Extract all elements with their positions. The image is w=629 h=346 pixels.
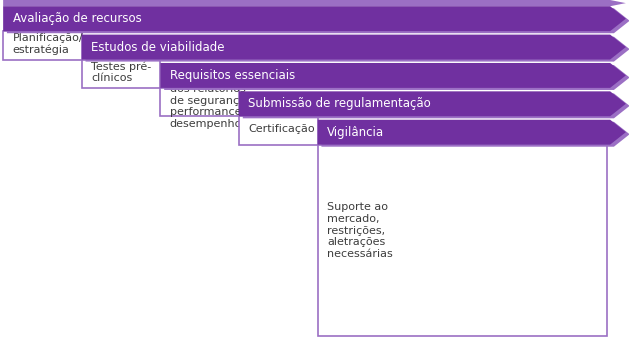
Polygon shape [321, 122, 629, 147]
FancyBboxPatch shape [239, 116, 318, 145]
Text: Submissão de regulamentação: Submissão de regulamentação [248, 97, 431, 110]
Text: Requisitos essenciais: Requisitos essenciais [170, 69, 295, 82]
Polygon shape [160, 63, 626, 88]
Text: Vigilância: Vigilância [327, 126, 384, 139]
Polygon shape [86, 37, 629, 62]
FancyBboxPatch shape [3, 31, 82, 60]
FancyBboxPatch shape [318, 145, 607, 336]
Polygon shape [164, 65, 629, 90]
Text: Testes pré-
clínicos: Testes pré- clínicos [91, 61, 152, 83]
Polygon shape [239, 91, 626, 116]
Text: Avaliação de recursos: Avaliação de recursos [13, 12, 142, 25]
Text: Estudos de viabilidade: Estudos de viabilidade [91, 40, 225, 54]
Text: Planificação/e
estratégia: Planificação/e estratégia [13, 33, 90, 55]
Text: Conclusões
dos relatórios
de segurança,
performance e
desempenho: Conclusões dos relatórios de segurança, … [170, 72, 252, 129]
Polygon shape [7, 8, 629, 33]
FancyBboxPatch shape [82, 60, 160, 88]
Polygon shape [243, 93, 629, 118]
FancyBboxPatch shape [160, 88, 239, 116]
Polygon shape [3, 0, 626, 6]
Polygon shape [82, 35, 626, 60]
Polygon shape [318, 120, 626, 145]
Polygon shape [3, 6, 626, 31]
Text: Suporte ao
mercado,
restrições,
aletrações
necessárias: Suporte ao mercado, restrições, aletraçõ… [327, 202, 393, 259]
Text: Certificação: Certificação [248, 124, 315, 134]
